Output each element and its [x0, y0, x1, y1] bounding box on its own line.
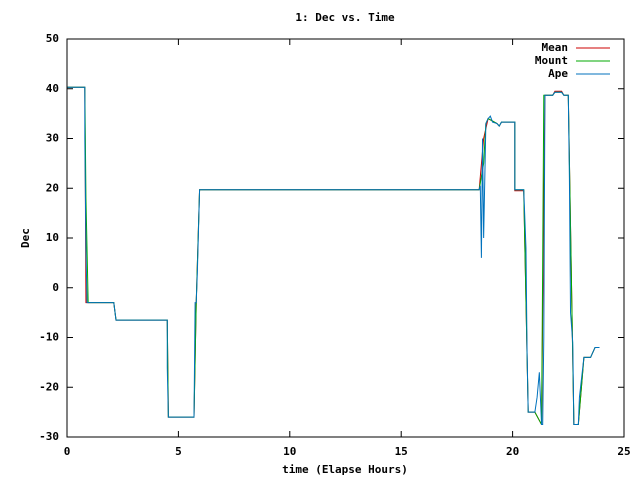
x-axis-label: time (Elapse Hours): [282, 463, 408, 476]
x-tick-label: 10: [283, 445, 296, 458]
legend-label: Ape: [548, 67, 568, 80]
y-tick-label: 50: [46, 32, 59, 45]
x-tick-label: 5: [175, 445, 182, 458]
y-tick-label: 10: [46, 231, 59, 244]
y-tick-label: -10: [39, 331, 59, 344]
y-tick-label: 40: [46, 82, 59, 95]
y-tick-label: 30: [46, 132, 59, 145]
chart-title: 1: Dec vs. Time: [295, 11, 395, 24]
series-line: [67, 86, 600, 426]
x-tick-label: 20: [506, 445, 519, 458]
x-tick-label: 0: [64, 445, 71, 458]
legend-label: Mean: [542, 41, 569, 54]
legend-label: Mount: [535, 54, 568, 67]
y-tick-label: -20: [39, 380, 59, 393]
y-tick-label: 20: [46, 181, 59, 194]
y-tick-label: 0: [52, 281, 59, 294]
y-tick-label: -30: [39, 430, 59, 443]
x-tick-label: 15: [395, 445, 408, 458]
x-tick-label: 25: [617, 445, 630, 458]
plot-border: [66, 38, 625, 438]
y-axis-label: Dec: [19, 228, 32, 248]
